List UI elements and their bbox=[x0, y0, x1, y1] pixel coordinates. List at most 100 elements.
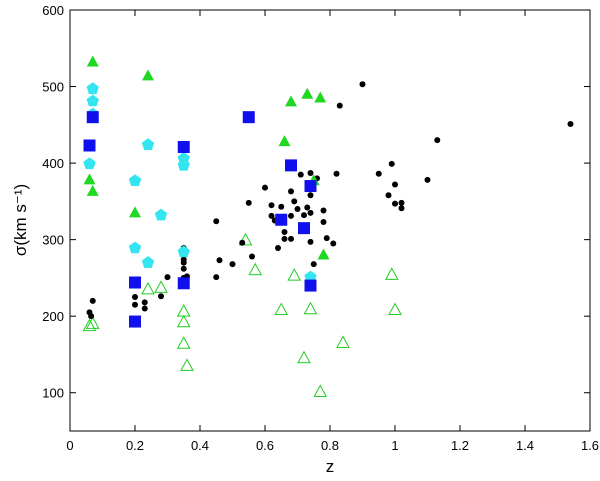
data-point-open-triangle bbox=[176, 314, 191, 328]
data-point-square bbox=[304, 279, 317, 292]
data-point-circle bbox=[180, 256, 187, 263]
data-point-square bbox=[242, 111, 255, 124]
data-point-circle bbox=[245, 199, 252, 206]
data-point-square bbox=[86, 111, 99, 124]
axis-ticks: 0 0.2 0.4 0.6 0.8 1 1.2 1.4 1.6 100 200 300 400 500 60… bbox=[42, 3, 599, 453]
data-point-circle bbox=[281, 228, 288, 235]
data-point-open-triangle bbox=[82, 318, 97, 332]
data-point-circle bbox=[249, 253, 255, 260]
data-point-triangle bbox=[314, 91, 327, 103]
data-point-square bbox=[285, 159, 297, 172]
data-point-circle bbox=[288, 188, 294, 195]
data-point-square bbox=[83, 139, 96, 152]
data-point-circle bbox=[297, 171, 304, 178]
data-point-pentagon bbox=[141, 138, 155, 150]
data-point-circle bbox=[180, 265, 187, 272]
data-point-open-triangle bbox=[274, 302, 289, 316]
data-point-circle bbox=[330, 240, 337, 247]
x-tick-label: 0 bbox=[66, 438, 73, 453]
data-point-circle bbox=[262, 184, 268, 191]
data-point-circle bbox=[132, 301, 138, 308]
data-point-pentagon bbox=[86, 82, 99, 95]
data-point-circle bbox=[281, 235, 288, 242]
x-tick-label: 0.8 bbox=[321, 438, 339, 453]
data-point-circle bbox=[392, 200, 398, 207]
data-point-pentagon bbox=[154, 208, 168, 221]
data-point-open-triangle bbox=[180, 358, 194, 371]
data-point-circle bbox=[307, 192, 314, 199]
data-point-circle bbox=[323, 235, 330, 242]
data-point-pentagon bbox=[83, 157, 96, 170]
x-tick-label: 1.2 bbox=[451, 438, 469, 453]
data-point-triangle bbox=[86, 55, 99, 67]
data-point-circle bbox=[141, 299, 148, 306]
data-point-triangle bbox=[129, 206, 141, 218]
data-point-circle bbox=[301, 212, 307, 219]
data-point-circle bbox=[288, 212, 294, 219]
data-point-open-triangle bbox=[154, 280, 168, 293]
data-point-square bbox=[177, 141, 190, 154]
data-point-circle bbox=[294, 206, 301, 213]
data-point-circle bbox=[213, 274, 220, 281]
x-tick-label: 1.4 bbox=[516, 438, 534, 453]
y-tick-label: 200 bbox=[42, 309, 64, 324]
data-point-open-triangle bbox=[248, 262, 263, 276]
y-axis-title: σ(km s⁻¹) bbox=[11, 184, 30, 256]
data-point-circle bbox=[567, 121, 574, 128]
data-point-open-triangle bbox=[287, 268, 302, 281]
y-tick-label: 100 bbox=[42, 386, 64, 401]
data-point-circle bbox=[288, 235, 294, 242]
data-point-circle bbox=[88, 313, 95, 320]
data-point-open-triangle bbox=[303, 301, 318, 315]
data-point-square bbox=[275, 213, 288, 226]
data-point-triangle bbox=[285, 95, 297, 107]
data-point-circle bbox=[239, 239, 246, 246]
data-point-circle bbox=[216, 257, 223, 264]
data-point-pentagon bbox=[177, 158, 190, 171]
data-point-circle bbox=[336, 102, 343, 109]
data-point-open-triangle bbox=[297, 350, 311, 364]
data-point-open-triangle bbox=[176, 336, 191, 349]
data-point-circle bbox=[132, 294, 138, 301]
data-point-circle bbox=[307, 170, 314, 177]
data-point-circle bbox=[304, 204, 311, 211]
data-point-square bbox=[177, 277, 190, 290]
data-point-open-triangle bbox=[141, 281, 155, 295]
data-point-open-triangle bbox=[388, 302, 402, 316]
data-point-square bbox=[304, 180, 317, 193]
data-point-triangle bbox=[317, 248, 330, 260]
x-tick-label: 0.2 bbox=[126, 438, 144, 453]
data-point-circle bbox=[385, 192, 392, 199]
y-tick-label: 400 bbox=[42, 156, 64, 171]
data-point-pentagon bbox=[128, 241, 142, 254]
data-point-open-triangle bbox=[336, 335, 350, 348]
data-point-circle bbox=[278, 203, 285, 210]
data-point-circle bbox=[291, 198, 298, 205]
y-tick-label: 600 bbox=[42, 3, 64, 18]
data-point-open-triangle bbox=[85, 316, 100, 329]
data-point-triangle bbox=[301, 87, 314, 99]
data-point-circle bbox=[424, 176, 431, 183]
data-point-open-triangle bbox=[176, 304, 191, 317]
data-point-pentagon bbox=[304, 270, 317, 283]
data-point-pentagon bbox=[177, 152, 190, 164]
data-point-circle bbox=[320, 219, 327, 226]
data-point-circle bbox=[275, 245, 281, 252]
data-point-circle bbox=[310, 261, 317, 268]
data-point-triangle bbox=[142, 69, 154, 81]
data-point-open-triangle bbox=[238, 232, 253, 246]
data-point-circle bbox=[388, 160, 395, 167]
data-point-square bbox=[129, 276, 141, 289]
data-point-circle bbox=[158, 293, 164, 300]
data-point-square bbox=[129, 315, 141, 328]
data-point-circle bbox=[398, 205, 405, 212]
data-point-circle bbox=[268, 212, 275, 219]
data-point-circle bbox=[359, 81, 366, 88]
x-tick-label: 1 bbox=[391, 438, 398, 453]
data-point-square bbox=[298, 222, 310, 235]
data-point-circle bbox=[398, 199, 405, 206]
y-tick-label: 500 bbox=[42, 80, 64, 95]
data-point-circle bbox=[229, 261, 236, 268]
data-points bbox=[82, 55, 574, 397]
data-point-triangle bbox=[86, 184, 99, 196]
